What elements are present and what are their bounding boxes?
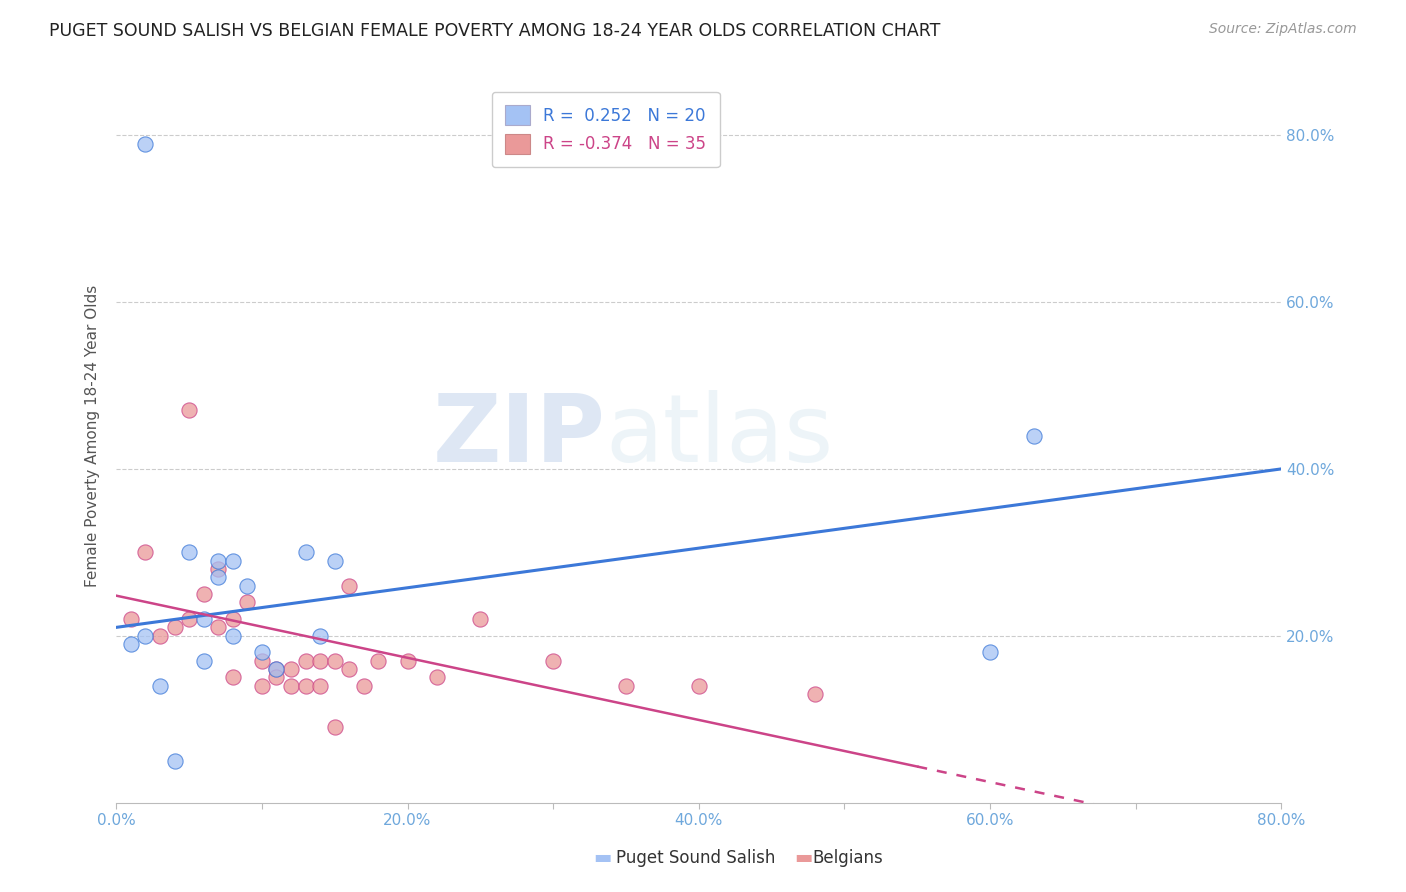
Text: ▬: ▬ (794, 848, 813, 867)
Point (193, 612, 215, 626)
Point (163, 620, 186, 634)
Text: Source: ZipAtlas.com: Source: ZipAtlas.com (1209, 22, 1357, 37)
Text: PUGET SOUND SALISH VS BELGIAN FEMALE POVERTY AMONG 18-24 YEAR OLDS CORRELATION C: PUGET SOUND SALISH VS BELGIAN FEMALE POV… (49, 22, 941, 40)
Text: ZIP: ZIP (433, 390, 606, 482)
Text: ▬: ▬ (593, 848, 612, 867)
Point (688, 679, 710, 693)
Point (120, 637, 142, 651)
Point (149, 629, 172, 643)
Point (804, 687, 827, 701)
Point (309, 679, 332, 693)
Point (222, 554, 245, 568)
Point (222, 629, 245, 643)
Point (979, 645, 1001, 659)
Point (207, 554, 229, 568)
Point (280, 679, 302, 693)
Point (134, 545, 156, 559)
Legend: R =  0.252   N = 20, R = -0.374   N = 35: R = 0.252 N = 20, R = -0.374 N = 35 (492, 92, 720, 167)
Point (323, 554, 346, 568)
Point (280, 662, 302, 676)
Point (193, 587, 215, 601)
Point (163, 754, 186, 768)
Point (134, 136, 156, 151)
Point (353, 679, 375, 693)
Point (207, 562, 229, 576)
Point (250, 654, 273, 668)
Point (426, 670, 449, 684)
Point (266, 670, 288, 684)
Point (177, 403, 200, 417)
Point (337, 579, 360, 593)
Point (266, 662, 288, 676)
Point (177, 612, 200, 626)
Point (207, 620, 229, 634)
Point (367, 654, 389, 668)
Y-axis label: Female Poverty Among 18-24 Year Olds: Female Poverty Among 18-24 Year Olds (86, 285, 100, 587)
Point (323, 721, 346, 735)
Point (120, 612, 142, 626)
Point (207, 570, 229, 584)
Text: Belgians: Belgians (813, 849, 883, 867)
Point (266, 662, 288, 676)
Text: Puget Sound Salish: Puget Sound Salish (616, 849, 775, 867)
Point (337, 662, 360, 676)
Point (309, 654, 332, 668)
Point (294, 679, 316, 693)
Point (222, 670, 245, 684)
Point (134, 629, 156, 643)
Point (294, 654, 316, 668)
Point (541, 654, 564, 668)
Point (250, 679, 273, 693)
Point (236, 595, 259, 609)
Text: atlas: atlas (606, 390, 834, 482)
Point (177, 545, 200, 559)
Point (193, 654, 215, 668)
Point (236, 579, 259, 593)
Point (396, 654, 419, 668)
Point (294, 545, 316, 559)
Point (149, 679, 172, 693)
Point (470, 612, 492, 626)
Point (222, 612, 245, 626)
Point (250, 645, 273, 659)
Point (1022, 428, 1045, 442)
Point (309, 629, 332, 643)
Point (614, 679, 637, 693)
Point (323, 654, 346, 668)
